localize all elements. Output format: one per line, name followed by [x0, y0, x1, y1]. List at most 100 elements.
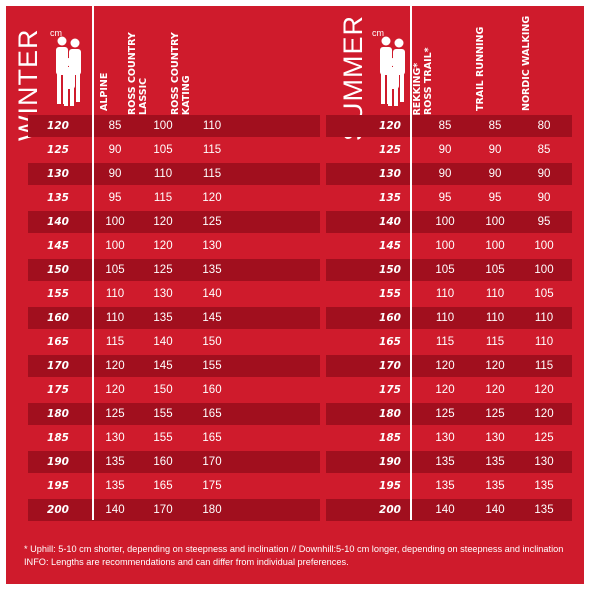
winter-value-cell: 85: [108, 120, 122, 132]
summer-col-header-3: NORDIC WALKING: [521, 16, 532, 111]
winter-table-row: 155 110 130 140: [28, 283, 320, 305]
winter-table-row: 150 105 125 135: [28, 259, 320, 281]
winter-value-cell: 140: [202, 288, 222, 300]
winter-height-cell: 165: [47, 336, 69, 348]
winter-table-row: 170 120 145 155: [28, 355, 320, 377]
winter-value-cell: 110: [105, 312, 125, 324]
summer-value-cell: 105: [534, 288, 554, 300]
winter-table-row: 200 140 170 180: [28, 499, 320, 521]
summer-value-cell: 140: [435, 504, 455, 516]
winter-value-cell: 90: [108, 168, 122, 180]
family-figure-icon: [380, 36, 405, 106]
summer-table-row: 160 110 110 110: [326, 307, 572, 329]
summer-value-cell: 100: [485, 216, 505, 228]
winter-table-row: 175 120 150 160: [28, 379, 320, 401]
summer-value-cell: 90: [438, 144, 452, 156]
summer-value-cell: 110: [485, 288, 505, 300]
winter-table-row: 145 100 120 130: [28, 235, 320, 257]
winter-value-cell: 170: [153, 504, 173, 516]
summer-value-cell: 90: [488, 168, 502, 180]
winter-table-row: 180 125 155 165: [28, 403, 320, 425]
winter-value-cell: 120: [105, 360, 125, 372]
summer-table-row: 165 115 115 110: [326, 331, 572, 353]
winter-table-row: 195 135 165 175: [28, 475, 320, 497]
winter-value-cell: 150: [153, 384, 173, 396]
summer-table-row: 120 85 85 80: [326, 115, 572, 137]
winter-table-row: 120 85 100 110: [28, 115, 320, 137]
summer-value-cell: 90: [537, 168, 551, 180]
winter-value-cell: 130: [153, 288, 173, 300]
winter-value-cell: 115: [202, 144, 222, 156]
winter-table-row: 190 135 160 170: [28, 451, 320, 473]
summer-table-row: 130 90 90 90: [326, 163, 572, 185]
summer-value-cell: 110: [435, 312, 455, 324]
summer-table-row: 185 130 130 125: [326, 427, 572, 449]
winter-value-cell: 125: [202, 216, 222, 228]
winter-value-cell: 165: [202, 408, 222, 420]
summer-height-cell: 125: [379, 144, 401, 156]
winter-value-cell: 120: [105, 384, 125, 396]
summer-value-cell: 120: [485, 384, 505, 396]
winter-value-cell: 100: [153, 120, 173, 132]
winter-value-cell: 155: [153, 432, 173, 444]
winter-value-cell: 135: [202, 264, 222, 276]
summer-value-cell: 115: [485, 336, 505, 348]
summer-value-cell: 120: [534, 384, 554, 396]
winter-height-cell: 130: [47, 168, 69, 180]
summer-table-row: 180 125 125 120: [326, 403, 572, 425]
summer-value-cell: 100: [534, 240, 554, 252]
summer-value-cell: 135: [485, 480, 505, 492]
winter-height-cell: 195: [47, 480, 69, 492]
winter-value-cell: 135: [105, 480, 125, 492]
summer-value-cell: 105: [435, 264, 455, 276]
winter-value-cell: 165: [153, 480, 173, 492]
summer-table-row: 190 135 135 130: [326, 451, 572, 473]
summer-value-cell: 95: [488, 192, 502, 204]
summer-value-cell: 110: [435, 288, 455, 300]
summer-value-cell: 95: [438, 192, 452, 204]
summer-value-cell: 130: [485, 432, 505, 444]
summer-value-cell: 110: [534, 312, 554, 324]
winter-unit-label: cm: [50, 28, 62, 38]
summer-value-cell: 85: [537, 144, 551, 156]
summer-height-cell: 130: [379, 168, 401, 180]
summer-table-row: 195 135 135 135: [326, 475, 572, 497]
winter-value-cell: 110: [105, 288, 125, 300]
winter-height-cell: 200: [47, 504, 69, 516]
summer-value-cell: 115: [534, 360, 554, 372]
winter-value-cell: 100: [105, 216, 125, 228]
summer-height-cell: 190: [379, 456, 401, 468]
summer-value-cell: 100: [435, 216, 455, 228]
winter-height-cell: 180: [47, 408, 69, 420]
winter-value-cell: 115: [153, 192, 173, 204]
summer-value-cell: 110: [534, 336, 554, 348]
winter-table-row: 130 90 110 115: [28, 163, 320, 185]
summer-value-cell: 125: [435, 408, 455, 420]
summer-height-cell: 155: [379, 288, 401, 300]
footnote-line-1: * Uphill: 5-10 cm shorter, depending on …: [24, 544, 564, 554]
winter-value-cell: 135: [105, 456, 125, 468]
summer-value-cell: 105: [485, 264, 505, 276]
summer-value-cell: 130: [435, 432, 455, 444]
summer-value-cell: 125: [534, 432, 554, 444]
header-text: NORDIC WALKING: [521, 15, 532, 111]
summer-height-cell: 180: [379, 408, 401, 420]
winter-value-cell: 165: [202, 432, 222, 444]
summer-height-cell: 120: [379, 120, 401, 132]
summer-unit-label: cm: [372, 28, 384, 38]
winter-value-cell: 125: [153, 264, 173, 276]
summer-value-cell: 120: [485, 360, 505, 372]
summer-divider: [410, 6, 412, 520]
winter-value-cell: 120: [153, 216, 173, 228]
pole-length-chart: WINTER cm ALPINE CROSS COUNTRY CLASSIC C…: [6, 6, 584, 584]
winter-table-row: 135 95 115 120: [28, 187, 320, 209]
summer-table-row: 200 140 140 135: [326, 499, 572, 521]
summer-value-cell: 90: [537, 192, 551, 204]
winter-value-cell: 130: [105, 432, 125, 444]
summer-table-row: 140 100 100 95: [326, 211, 572, 233]
winter-value-cell: 115: [105, 336, 125, 348]
summer-value-cell: 125: [485, 408, 505, 420]
winter-height-cell: 155: [47, 288, 69, 300]
summer-table-row: 125 90 90 85: [326, 139, 572, 161]
summer-value-cell: 100: [435, 240, 455, 252]
